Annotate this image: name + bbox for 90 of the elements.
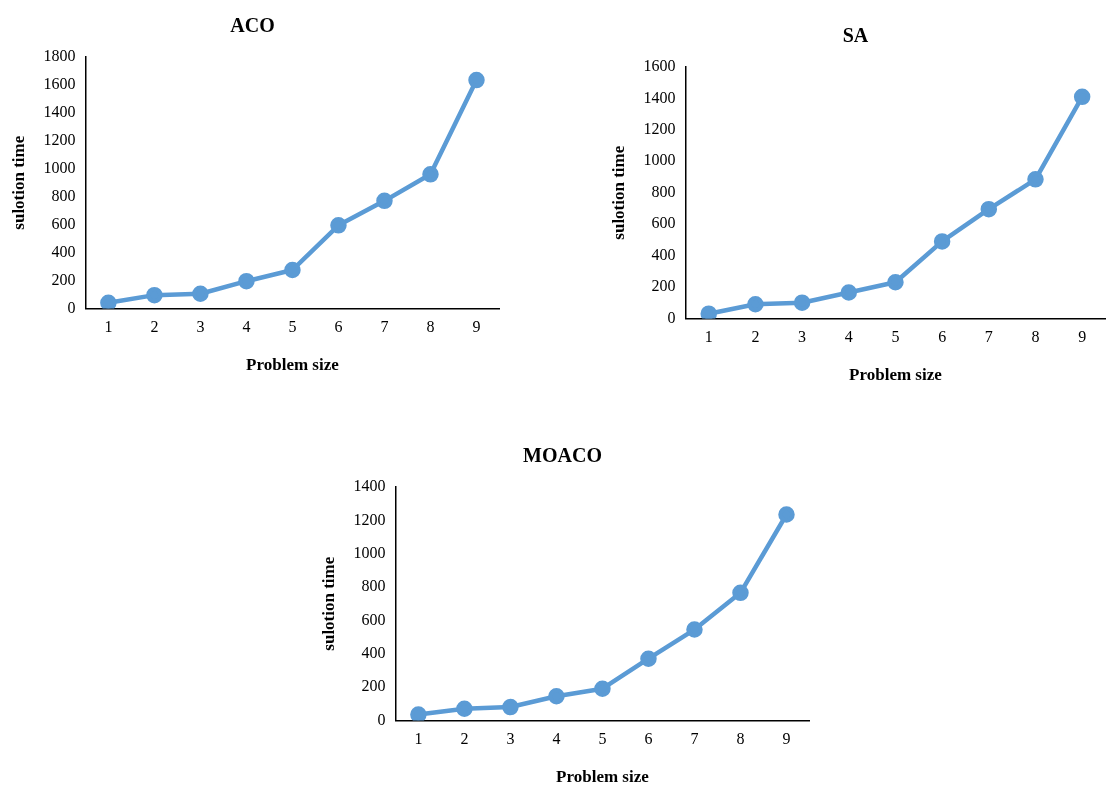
x-tick-label: 3 [506, 730, 515, 748]
y-tick-label: 0 [377, 710, 386, 728]
y-tick-label: 1200 [643, 120, 676, 138]
point [640, 650, 657, 667]
y-axis-title: sulotion time [8, 135, 28, 230]
point [840, 284, 858, 301]
y-axis-title: sulotion time [608, 145, 628, 240]
y-tick-label: 0 [67, 298, 76, 316]
point [456, 700, 473, 717]
point [793, 294, 811, 311]
chart-title: ACO [230, 14, 275, 37]
y-tick-label: 400 [51, 242, 76, 260]
point [192, 285, 209, 302]
x-tick-label: 7 [984, 328, 993, 346]
y-tick-label: 800 [361, 577, 386, 595]
point [933, 233, 951, 250]
y-tick-label: 600 [361, 610, 386, 628]
x-tick-label: 1 [704, 328, 713, 346]
y-tick-label: 1400 [353, 477, 386, 495]
y-tick-label: 1800 [43, 47, 76, 65]
point [422, 166, 439, 183]
x-tick-label: 2 [751, 328, 760, 346]
point [1073, 88, 1091, 106]
y-tick-label: 1200 [43, 131, 76, 148]
x-tick-label: 9 [1078, 328, 1087, 346]
x-tick-label: 6 [644, 730, 653, 748]
point [686, 621, 703, 638]
point [330, 217, 347, 234]
point [146, 286, 163, 304]
y-axis-title: sulotion time [318, 556, 338, 651]
y-tick-label: 800 [651, 182, 676, 200]
x-axis-title: Problem size [246, 355, 340, 375]
y-tick-label: 400 [361, 643, 386, 661]
point [778, 506, 795, 523]
x-tick-label: 2 [150, 318, 159, 336]
point [100, 294, 117, 309]
y-tick-label: 800 [51, 186, 76, 204]
x-tick-label: 8 [426, 318, 435, 336]
point [548, 687, 565, 705]
y-tick-label: 600 [51, 214, 76, 232]
y-tick-label: 200 [651, 277, 676, 295]
y-tick-label: 1400 [43, 103, 76, 121]
y-tick-label: 1000 [43, 158, 76, 176]
y-tick-label: 0 [667, 308, 676, 326]
x-tick-label: 5 [891, 328, 900, 346]
x-tick-label: 1 [104, 318, 113, 336]
x-tick-label: 3 [196, 318, 205, 336]
x-tick-label: 3 [798, 328, 807, 346]
point [980, 200, 998, 218]
point [1027, 171, 1044, 188]
x-tick-label: 6 [334, 318, 343, 336]
y-tick-label: 1000 [353, 543, 386, 561]
y-tick-label: 600 [651, 214, 676, 232]
y-tick-label: 1600 [643, 57, 676, 75]
x-tick-label: 6 [938, 328, 947, 346]
point [376, 192, 393, 210]
point [284, 261, 301, 279]
point [502, 698, 519, 716]
y-tick-label: 1600 [43, 75, 76, 93]
y-tick-label: 200 [51, 270, 76, 288]
x-tick-label: 7 [690, 730, 699, 748]
point [594, 680, 611, 697]
y-tick-label: 400 [651, 245, 676, 263]
point [468, 71, 485, 89]
point [732, 584, 749, 602]
y-tick-label: 200 [361, 677, 386, 695]
point [747, 296, 764, 313]
point [238, 272, 255, 290]
x-axis-title: Problem size [556, 767, 650, 787]
x-tick-label: 4 [242, 318, 251, 336]
x-axis-title: Problem size [849, 365, 943, 385]
y-tick-label: 1000 [643, 151, 676, 169]
x-tick-label: 8 [1031, 328, 1040, 346]
chart-title: MOACO [523, 444, 602, 467]
x-tick-label: 4 [844, 328, 853, 346]
x-tick-label: 8 [736, 730, 745, 748]
x-tick-label: 5 [598, 730, 607, 748]
point [887, 274, 904, 291]
point [700, 305, 717, 319]
x-tick-label: 9 [472, 318, 481, 336]
chart-title: SA [842, 24, 869, 47]
x-tick-label: 4 [552, 730, 561, 748]
y-tick-label: 1400 [643, 88, 676, 106]
x-tick-label: 7 [380, 318, 389, 336]
y-tick-label: 1200 [353, 510, 386, 528]
x-tick-label: 9 [782, 730, 791, 748]
x-tick-label: 2 [460, 730, 469, 748]
x-tick-label: 1 [414, 730, 423, 748]
point [410, 706, 427, 721]
x-tick-label: 5 [288, 318, 297, 336]
